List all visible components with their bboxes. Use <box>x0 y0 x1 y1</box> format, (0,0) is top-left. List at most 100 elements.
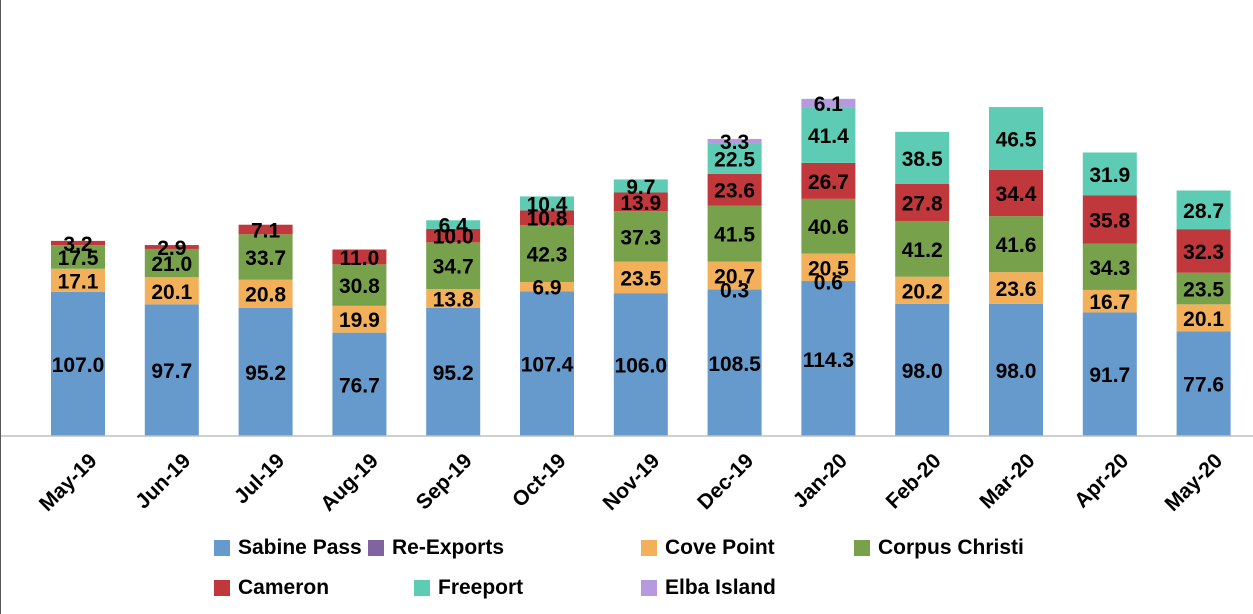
bar-segment-sabine-pass-jun-19 <box>144 304 199 436</box>
bar-segment-corpus-christi-may-20 <box>1176 272 1231 305</box>
bar-segment-cameron-apr-20 <box>1082 195 1137 244</box>
bar-segment-cameron-nov-19 <box>613 192 668 212</box>
data-label-sabine-pass-may-19: 107.0 <box>52 354 105 377</box>
legend-label-cove-point: Cove Point <box>665 536 775 559</box>
data-label-freeport-apr-20: 31.9 <box>1089 164 1130 187</box>
data-label-sabine-pass-apr-20: 91.7 <box>1089 364 1130 387</box>
data-label-cove-point-mar-20: 23.6 <box>996 278 1037 301</box>
legend-swatch-cove-point <box>641 540 657 556</box>
x-tick-label-jul-19: Jul-19 <box>230 449 289 508</box>
data-label-freeport-dec-19: 22.5 <box>714 149 755 172</box>
data-label-corpus-christi-feb-20: 41.2 <box>902 239 943 262</box>
data-label-corpus-christi-oct-19: 42.3 <box>527 243 568 266</box>
legend-swatch-freeport <box>414 580 430 596</box>
bar-segment-corpus-christi-mar-20 <box>989 216 1043 273</box>
bar-segment-sabine-pass-feb-20 <box>895 303 950 436</box>
bar-segment-sabine-pass-apr-20 <box>1082 312 1137 436</box>
x-tick-label-sep-19: Sep-19 <box>412 449 477 514</box>
x-tick-label-may-20: May-20 <box>1161 449 1228 516</box>
bar-segment-freeport-mar-20 <box>989 107 1043 170</box>
data-label-elba-island-jan-20: 6.1 <box>814 93 844 116</box>
legend-label-elba-island: Elba Island <box>665 576 776 599</box>
bar-segment-freeport-oct-19 <box>520 196 574 211</box>
data-label-corpus-christi-may-19: 17.5 <box>58 247 99 270</box>
bar-segment-cove-point-mar-20 <box>989 272 1043 304</box>
bar-segment-sabine-pass-nov-19 <box>613 293 668 436</box>
data-label-cove-point-sep-19: 13.8 <box>433 288 474 311</box>
data-label-cove-point-jan-20: 20.5 <box>808 257 849 280</box>
bar-segment-cove-point-jun-19 <box>144 277 199 305</box>
bar-segment-cove-point-sep-19 <box>426 289 481 308</box>
data-labels-layer: 107.0 17.117.53.2 97.7 20.1 21.02.9 95.2 20.8 3… <box>52 93 1225 397</box>
data-label-sabine-pass-aug-19: 76.7 <box>339 374 380 397</box>
x-tick-label-may-19: May-19 <box>35 449 102 516</box>
data-label-cove-point-may-20: 20.1 <box>1183 308 1224 331</box>
bar-segment-freeport-nov-19 <box>613 179 668 193</box>
bar-segment-cameron-dec-19 <box>707 173 762 206</box>
x-tick-label-mar-20: Mar-20 <box>975 449 1039 513</box>
data-label-freeport-may-20: 28.7 <box>1183 200 1224 223</box>
legend-item-cove-point: Cove Point <box>641 536 775 560</box>
bar-segment-elba-island-jan-20 <box>801 98 856 108</box>
data-label-cameron-may-20: 32.3 <box>1183 241 1224 264</box>
bar-segment-cameron-jan-20 <box>801 162 856 199</box>
bar-segment-freeport-apr-20 <box>1082 152 1137 196</box>
bar-segment-corpus-christi-jul-19 <box>238 234 293 280</box>
x-tick-labels: May-19 Jun-19 Jul-19 Aug-19 Sep-19 Oct-19 Nov-… <box>35 449 1227 516</box>
bar-segment-corpus-christi-nov-19 <box>613 211 668 262</box>
bar-segment-sabine-pass-may-19 <box>51 291 105 436</box>
bar-segment-cove-point-feb-20 <box>895 276 950 304</box>
bar-segment-corpus-christi-apr-20 <box>1082 243 1137 290</box>
data-label-sabine-pass-jun-19: 97.7 <box>151 360 192 383</box>
data-label-cove-point-nov-19: 23.5 <box>620 267 661 290</box>
bar-segment-cameron-oct-19 <box>520 210 574 225</box>
legend-item-corpus-christi: Corpus Christi <box>854 536 1024 560</box>
bar-segment-cameron-aug-19 <box>332 249 387 265</box>
data-label-cameron-aug-19: 11.0 <box>340 247 380 270</box>
data-label-cameron-jan-20: 26.7 <box>808 171 849 194</box>
x-tick-label-dec-19: Dec-19 <box>693 449 758 514</box>
bars-layer <box>51 98 1231 436</box>
data-label-re-exports-jan-20: 0.6 <box>814 272 843 295</box>
legend-item-sabine-pass: Sabine Pass <box>214 536 362 560</box>
x-tick-label-feb-20: Feb-20 <box>882 449 946 513</box>
data-label-cove-point-feb-20: 20.2 <box>902 280 943 303</box>
bar-segment-cove-point-apr-20 <box>1082 289 1137 313</box>
data-label-freeport-oct-19: 10.4 <box>527 193 568 216</box>
bar-segment-cove-point-dec-19 <box>707 261 762 290</box>
bar-segment-cameron-jul-19 <box>238 224 293 235</box>
bar-segment-cove-point-jul-19 <box>238 279 293 308</box>
data-label-corpus-christi-apr-20: 34.3 <box>1089 257 1130 280</box>
data-label-corpus-christi-nov-19: 37.3 <box>620 226 661 249</box>
bar-segment-cove-point-may-20 <box>1176 304 1231 332</box>
data-label-freeport-jan-20: 41.4 <box>808 125 849 148</box>
legend-item-cameron: Cameron <box>214 576 329 600</box>
legend-swatch-cameron <box>214 580 230 596</box>
bar-segment-sabine-pass-jul-19 <box>238 307 293 436</box>
legend-item-freeport: Freeport <box>414 576 523 600</box>
legend-item-re-exports: Re-Exports <box>368 536 504 560</box>
bar-segment-corpus-christi-jun-19 <box>144 248 199 278</box>
data-label-cameron-feb-20: 27.8 <box>902 192 943 215</box>
data-label-cameron-dec-19: 23.6 <box>714 180 755 203</box>
bar-segment-corpus-christi-may-19 <box>51 245 105 269</box>
data-label-freeport-sep-19: 6.4 <box>439 215 469 238</box>
data-label-cove-point-oct-19: 6.9 <box>532 277 561 300</box>
bar-segment-sabine-pass-oct-19 <box>520 291 574 436</box>
data-label-cameron-nov-19: 13.9 <box>620 192 661 215</box>
data-label-sabine-pass-mar-20: 98.0 <box>996 360 1037 383</box>
data-label-cameron-jun-19: 2.9 <box>157 237 186 260</box>
bar-segment-sabine-pass-jan-20 <box>801 281 856 436</box>
bar-segment-cameron-may-20 <box>1176 229 1231 273</box>
data-label-cameron-apr-20: 35.8 <box>1089 210 1130 233</box>
data-label-cameron-mar-20: 34.4 <box>996 183 1037 206</box>
data-label-cameron-oct-19: 10.8 <box>527 208 568 231</box>
x-tick-label-jan-20: Jan-20 <box>789 449 852 512</box>
data-label-corpus-christi-may-20: 23.5 <box>1183 279 1224 302</box>
data-label-corpus-christi-mar-20: 41.6 <box>996 234 1037 257</box>
data-label-freeport-feb-20: 38.5 <box>902 148 943 171</box>
data-label-cove-point-aug-19: 19.9 <box>339 309 380 332</box>
x-tick-label-aug-19: Aug-19 <box>316 449 383 516</box>
data-label-cove-point-dec-19: 20.7 <box>714 265 755 288</box>
